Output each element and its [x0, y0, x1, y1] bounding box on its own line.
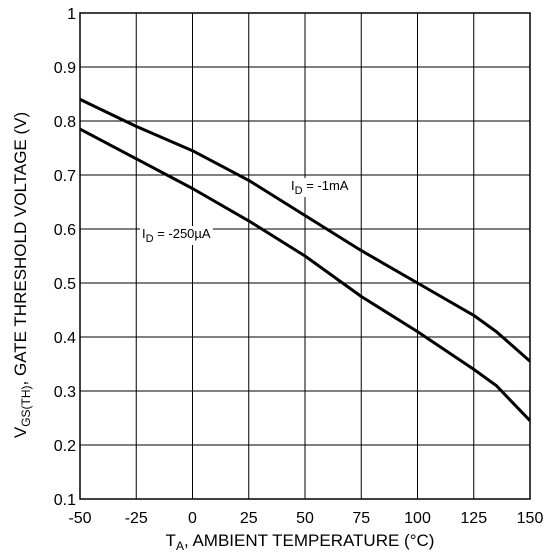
- y-tick-label: 0.8: [54, 114, 76, 131]
- x-tick-label: -50: [68, 510, 91, 527]
- x-tick-label: -25: [125, 510, 148, 527]
- series-label-1ma: ID = -1mA: [291, 178, 349, 197]
- x-axis-title: TA, AMBIENT TEMPERATURE (°C): [166, 531, 435, 552]
- label-background: [140, 226, 213, 245]
- x-tick-label: 25: [240, 510, 258, 527]
- series-line-1ma: [79, 98, 531, 363]
- y-axis-title: VGS(TH), GATE THRESHOLD VOLTAGE (V): [11, 112, 33, 438]
- y-tick-label: 0.6: [54, 222, 76, 239]
- x-tick-label: 0: [188, 510, 197, 527]
- x-tick-labels: -50 -25 0 25 50 75 100 125 150: [68, 510, 543, 527]
- plot-frame: [79, 12, 531, 500]
- x-tick-label: 125: [460, 510, 487, 527]
- label-background: [289, 178, 351, 197]
- x-tick-label: 50: [296, 510, 314, 527]
- y-tick-label: 0.4: [54, 330, 76, 347]
- y-tick-labels: 0.1 0.2 0.3 0.4 0.5 0.6 0.7 0.8 0.9 1: [54, 6, 76, 509]
- x-tick-label: 150: [517, 510, 544, 527]
- series-line-250ua: [79, 127, 532, 422]
- y-tick-label: 0.5: [54, 276, 76, 293]
- y-tick-label: 0.7: [54, 168, 76, 185]
- x-tick-label: 75: [352, 510, 370, 527]
- y-tick-label: 0.3: [54, 384, 76, 401]
- y-tick-label: 0.9: [54, 60, 76, 77]
- y-tick-label: 1: [67, 6, 76, 23]
- y-tick-label: 0.2: [54, 438, 76, 455]
- x-tick-label: 100: [404, 510, 431, 527]
- series-label-250ua: ID = -250µA: [142, 226, 211, 245]
- series-lines: [79, 98, 532, 422]
- y-tick-label: 0.1: [54, 492, 76, 509]
